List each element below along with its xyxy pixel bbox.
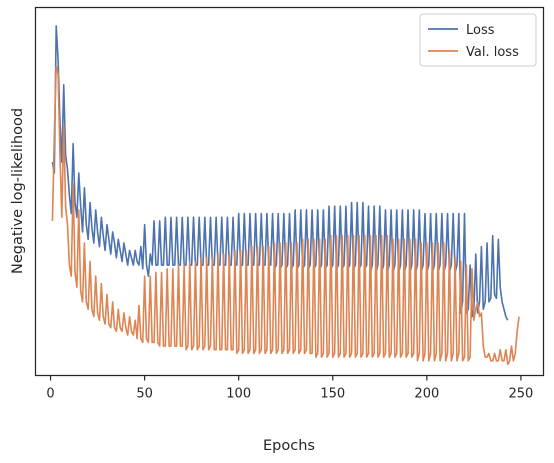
x-axis-ticks: 0 50 100 150 200 250 xyxy=(46,375,534,402)
legend-label-val-loss: Val. loss xyxy=(466,45,519,60)
x-tick-label: 200 xyxy=(414,387,439,402)
plot-frame xyxy=(34,6,545,377)
legend: Loss Val. loss xyxy=(419,13,537,67)
series-line-val-loss xyxy=(51,65,520,366)
x-tick-label: 100 xyxy=(226,387,251,402)
x-tick-label: 0 xyxy=(46,387,54,402)
x-tick-label: 150 xyxy=(320,387,345,402)
x-axis-label: Epochs xyxy=(263,438,315,454)
y-axis-label: Negative log-likelihood xyxy=(10,108,26,274)
x-tick-label: 250 xyxy=(509,387,534,402)
x-tick-label: 50 xyxy=(136,387,153,402)
legend-label-loss: Loss xyxy=(466,23,495,38)
series-layer xyxy=(51,25,520,366)
legend-box xyxy=(419,13,537,67)
